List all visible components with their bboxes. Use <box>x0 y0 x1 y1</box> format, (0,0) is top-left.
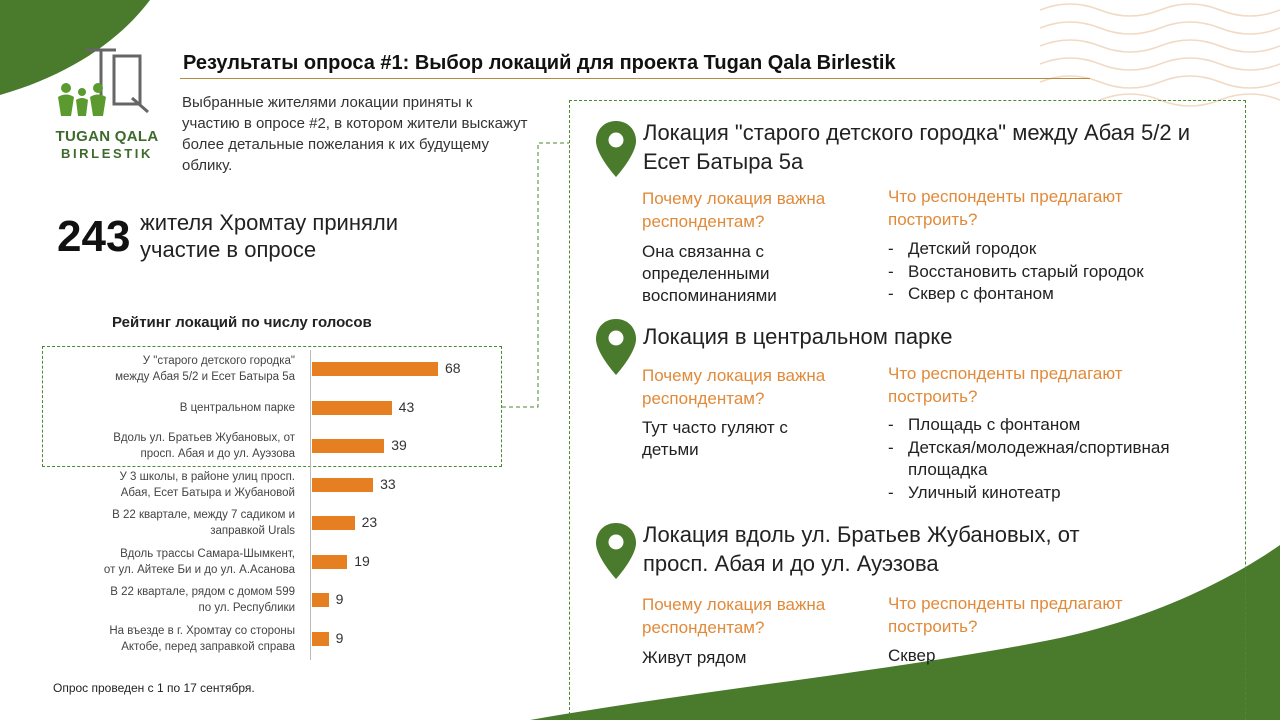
tugan-qala-logo-icon <box>58 48 149 116</box>
location-3-why-question: Почему локация важна респондентам? <box>642 595 826 637</box>
location-3-build-answer: Сквер <box>888 646 936 665</box>
bar-label-line: В 22 квартале, между 7 садиком и <box>112 509 295 521</box>
bar-label: У "старого детского городка" между Абая 5… <box>40 353 295 385</box>
list-item: - Уличный кинотеатр <box>888 482 1061 502</box>
bar-value-label: 33 <box>380 475 396 492</box>
bar-label: На въезде в г. Хромтау со стороны Актобе,… <box>40 623 295 655</box>
bar-value-label: 9 <box>335 591 344 607</box>
bar-value-label: 43 <box>398 398 415 415</box>
chart-axis <box>310 350 311 660</box>
bar-label-line: Вдоль трассы Самара-Шымкент, <box>120 547 295 560</box>
list-item: - Сквер с фонтаном <box>888 284 1054 303</box>
location-1-title: Локация "старого детского городка" между… <box>643 120 1190 174</box>
title-underline <box>180 78 1090 79</box>
brand-line-1: TUGAN QALA <box>55 128 159 145</box>
page-title: Результаты опроса #1: Выбор локаций для … <box>183 52 896 74</box>
wave-pattern <box>1039 3 1280 107</box>
bar-value-label: 68 <box>445 360 461 376</box>
bar-label-line: В 22 квартале, рядом с домом 599 <box>110 586 295 598</box>
location-2-why-answer: Тут часто гуляют с детьми <box>642 418 788 459</box>
location-1-build-question: Что респонденты предлагают построить? <box>888 187 1123 229</box>
intro-text: Выбранные жителями локации приняты к уча… <box>182 94 528 174</box>
bar-label: В 22 квартале, рядом с домом 599 по ул. Р… <box>40 584 295 616</box>
bar-label: Вдоль ул. Братьев Жубановых, от просп. Аб… <box>40 430 295 462</box>
top-locations-highlight-box <box>42 346 502 467</box>
location-3-build-question: Что респонденты предлагают построить? <box>888 594 1123 636</box>
bar-label-line: У 3 школы, в районе улиц просп. <box>119 470 295 483</box>
bar-label-line: Вдоль ул. Братьев Жубановых, от <box>113 432 295 444</box>
bar-label-line: В центральном парке <box>179 401 295 414</box>
location-2-title: Локация в центральном парке <box>643 324 953 349</box>
bar-label: У 3 школы, в районе улиц просп. Абая, Есе… <box>40 469 295 501</box>
list-item: - Площадь с фонтаном <box>888 415 1081 434</box>
bar-value-label: 39 <box>391 437 407 453</box>
bar <box>312 631 329 646</box>
survey-dates-footnote: Опрос проведен с 1 по 17 сентября. <box>53 681 255 695</box>
bar-label-line: между Абая 5/2 и Есет Батыра 5а <box>115 371 295 383</box>
locations-panel <box>569 100 1246 720</box>
location-1-why-answer: Она связанна с определенными воспоминани… <box>642 242 777 305</box>
bar-label: В центральном парке <box>40 400 295 416</box>
list-item: - Восстановить старый городок <box>888 261 1144 281</box>
list-item: - Детский городок <box>888 239 1037 258</box>
map-pin-icon <box>596 121 636 177</box>
location-1-build-list: - Детский городок - Восстановить старый го… <box>888 238 1248 306</box>
bar-value-label: 23 <box>361 514 378 530</box>
location-2-why-question: Почему локация важна респондентам? <box>642 366 826 408</box>
bar-label-line: Актобе, перед заправкой справа <box>121 640 295 653</box>
bar <box>312 400 392 415</box>
map-pin-icon <box>596 319 636 375</box>
location-3-why-answer: Живут рядом <box>642 648 747 667</box>
location-3-title: Локация вдоль ул. Братьев Жубановых, от … <box>643 522 1080 576</box>
brand-line-2: BIRLESTIK <box>60 146 153 161</box>
bar-label-line: У "старого детского городка" <box>142 355 295 367</box>
bar-label-line: от ул. Айтеке Би и до ул. А.Асанова <box>103 563 295 576</box>
bar-label-line: Абая, Есет Батыра и Жубановой <box>120 486 295 499</box>
participants-text: жителя Хромтау приняли участие в опросе <box>140 210 399 262</box>
bar-label-line: по ул. Республики <box>198 602 296 614</box>
list-item: - Детская/молодежная/спортивная площадка <box>888 437 1170 480</box>
location-2-build-question: Что респонденты предлагают построить? <box>888 364 1123 406</box>
bar-label-line: заправкой Urals <box>210 525 295 537</box>
bottom-right-leaf-shape <box>530 545 1280 720</box>
map-pin-icon <box>596 523 636 579</box>
bar-value-label: 19 <box>354 552 370 569</box>
bar-label-line: просп. Абая и до ул. Ауэзова <box>140 448 295 460</box>
bar <box>312 439 385 453</box>
bar-label: В 22 квартале, между 7 садиком и заправко… <box>40 507 295 539</box>
bar <box>312 516 355 530</box>
brand-name: TUGAN QALA BIRLESTIK <box>52 128 162 161</box>
top-left-leaf-shape <box>0 0 150 95</box>
bar-value-label: 9 <box>335 629 344 646</box>
participants-count: 243 <box>57 212 131 261</box>
bar-label-line: На въезде в г. Хромтау со стороны <box>109 624 295 637</box>
location-1-why-question: Почему локация важна респондентам? <box>642 189 826 231</box>
chart-title: Рейтинг локаций по числу голосов <box>112 314 372 331</box>
bar <box>312 362 438 376</box>
bar <box>312 593 329 607</box>
bar <box>312 554 348 569</box>
location-2-build-list: - Площадь с фонтаном - Детская/молодежная/… <box>888 414 1248 504</box>
connector-line <box>502 142 569 408</box>
bar <box>312 477 374 492</box>
bar-label: Вдоль трассы Самара-Шымкент, от ул. Айтек… <box>40 546 295 578</box>
